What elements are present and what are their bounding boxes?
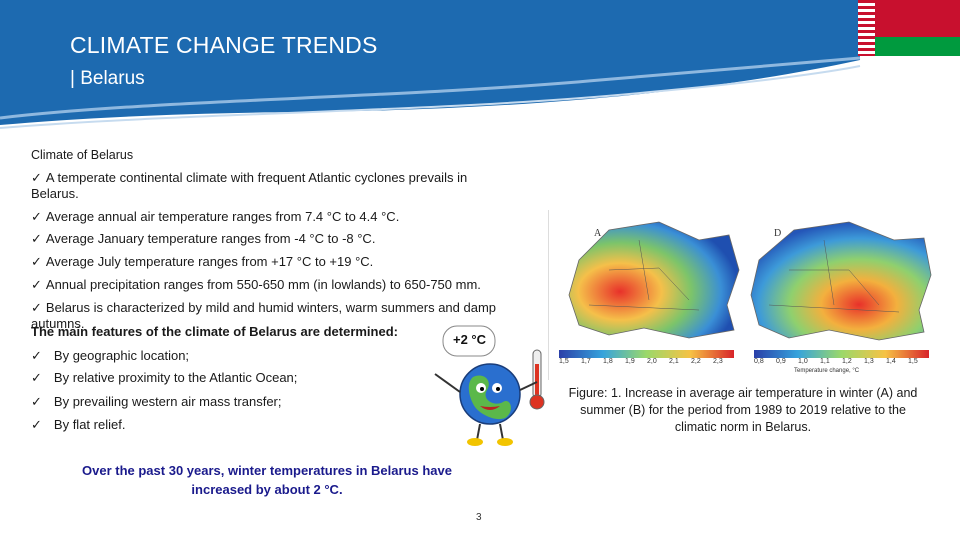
- legend-tick-label: 1,1: [820, 358, 830, 365]
- climate-bullet: ✓ Average January temperature ranges from…: [31, 231, 376, 246]
- temperature-rise-label: +2 °C: [453, 332, 487, 347]
- map-b-label: D: [774, 228, 782, 239]
- legend-title: Temperature change, °C: [794, 368, 860, 374]
- check-icon: ✓: [31, 277, 42, 292]
- flag-ornament: [858, 0, 875, 56]
- check-icon: ✓: [31, 394, 42, 409]
- legend-tick-label: 1,2: [842, 358, 852, 365]
- globe-thermometer-illustration: [434, 325, 545, 446]
- map-a-label: A: [594, 228, 602, 239]
- check-icon: ✓: [31, 417, 42, 432]
- legend-tick-label: 1,8: [603, 358, 613, 365]
- feature-item: ✓ By flat relief.: [31, 417, 126, 432]
- check-icon: ✓: [31, 170, 42, 185]
- feature-item: ✓ By relative proximity to the Atlantic O…: [31, 370, 298, 385]
- header-banner: [0, 0, 861, 129]
- legend-tick-label: 0,9: [776, 358, 786, 365]
- temperature-map-images: [559, 221, 932, 358]
- legend-tick-label: 1,3: [864, 358, 874, 365]
- climate-bullet: ✓ Annual precipitation ranges from 550-65…: [31, 277, 481, 292]
- climate-bullet: ✓ Average annual air temperature ranges f…: [31, 209, 400, 224]
- climate-bullet: ✓ Belarus is characterized by mild and hu…: [31, 300, 497, 331]
- legend-tick-label: 0,8: [754, 358, 764, 365]
- legend-tick-label: 1,5: [908, 358, 918, 365]
- legend-tick-label: 1,7: [581, 358, 591, 365]
- check-icon: ✓: [31, 370, 42, 385]
- temperature-maps: A D 1,5 1,7 1,8 1,9 2,0 2,1 2,2 2,3 0,8 0,9 1,0 1,…: [548, 210, 935, 380]
- legend-tick-label: 1,5: [559, 358, 569, 365]
- page-title: CLIMATE CHANGE TRENDS: [70, 32, 378, 58]
- check-icon: ✓: [31, 231, 42, 246]
- legend-tick-label: 1,4: [886, 358, 896, 365]
- legend-tick-label: 2,2: [691, 358, 701, 365]
- climate-bullet: ✓ A temperate continental climate with fr…: [31, 170, 468, 201]
- legend-tick-label: 1,9: [625, 358, 635, 365]
- flag-green-band: [875, 37, 960, 56]
- figure-caption: Figure: 1. Increase in average air tempe…: [568, 386, 918, 434]
- summary-text: Over the past 30 years, winter temperatu…: [82, 463, 452, 497]
- feature-item: ✓ By prevailing western air mass transfer…: [31, 394, 282, 409]
- feature-item: ✓ By geographic location;: [31, 348, 190, 363]
- flag-red-band: [875, 0, 960, 37]
- page-subtitle: | Belarus: [70, 68, 145, 89]
- legend-tick-label: 2,1: [669, 358, 679, 365]
- legend-tick-label: 2,3: [713, 358, 723, 365]
- check-icon: ✓: [31, 300, 42, 315]
- legend-tick-label: 2,0: [647, 358, 657, 365]
- page-number: 3: [476, 512, 482, 523]
- check-icon: ✓: [31, 348, 42, 363]
- legend-tick-label: 1,0: [798, 358, 808, 365]
- check-icon: ✓: [31, 254, 42, 269]
- check-icon: ✓: [31, 209, 42, 224]
- belarus-flag: [858, 0, 960, 56]
- features-heading: The main features of the climate of Bela…: [31, 324, 398, 339]
- climate-bullet: ✓ Average July temperature ranges from +1…: [31, 254, 374, 269]
- climate-heading: Climate of Belarus: [31, 148, 134, 162]
